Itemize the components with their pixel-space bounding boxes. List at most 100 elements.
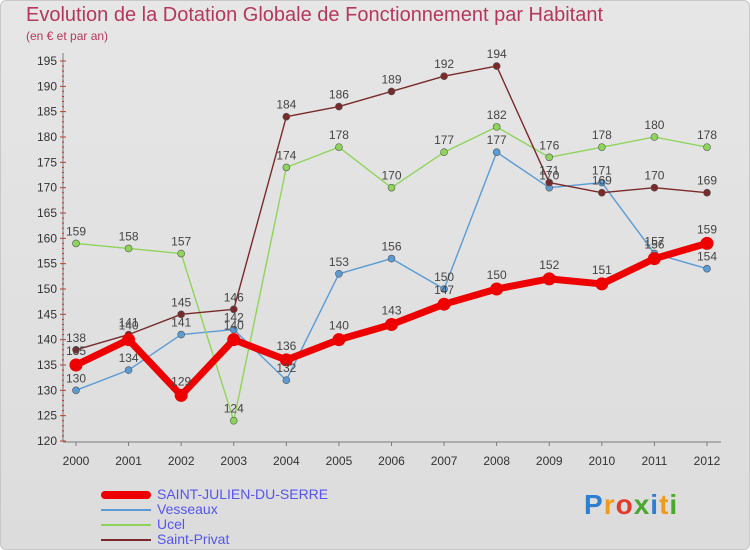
legend-swatch: [101, 508, 151, 511]
data-point: [227, 333, 241, 347]
chart-axes: 120 125 130 135 140 145 150 155 160 165 170 175 180 1…: [37, 53, 721, 468]
data-point: [282, 112, 291, 121]
data-point: [177, 330, 185, 339]
data-label: 171: [539, 164, 559, 178]
data-label: 174: [276, 148, 296, 162]
legend-label: Saint-Privat: [157, 531, 230, 547]
y-tick-label: 120: [37, 434, 57, 448]
x-tick-label: 2009: [536, 454, 563, 468]
data-label: 171: [592, 164, 612, 178]
logo-letter: P: [584, 489, 604, 520]
y-tick-label: 135: [37, 358, 57, 372]
legend-label: SAINT-JULIEN-DU-SERRE: [157, 486, 329, 502]
data-point: [440, 285, 448, 293]
y-tick-label: 185: [37, 105, 57, 119]
data-point: [650, 133, 659, 141]
data-label: 130: [66, 371, 86, 385]
y-tick-label: 195: [37, 54, 57, 68]
data-point: [387, 254, 396, 263]
data-point: [72, 239, 80, 248]
data-point: [282, 376, 291, 385]
data-point: [229, 416, 238, 425]
y-tick-label: 180: [37, 130, 57, 144]
data-point: [174, 388, 188, 402]
data-label: 170: [644, 169, 664, 183]
data-label: 177: [434, 133, 454, 147]
data-point: [598, 143, 606, 151]
data-point: [440, 148, 448, 156]
data-point: [492, 123, 501, 131]
data-label: 124: [224, 402, 244, 416]
series-3: [72, 62, 711, 354]
x-tick-label: 2000: [63, 454, 90, 468]
data-label: 170: [381, 169, 401, 183]
data-label: 146: [224, 290, 244, 304]
logo-letter: i: [669, 489, 679, 520]
data-label: 177: [487, 133, 507, 147]
data-point: [332, 333, 346, 347]
data-label: 178: [697, 128, 717, 142]
data-point: [700, 236, 714, 250]
legend-swatch: [101, 538, 151, 541]
series-0: [69, 236, 714, 402]
data-label: 140: [329, 319, 349, 333]
data-point: [122, 333, 136, 347]
data-point: [703, 188, 711, 197]
legend-item: SAINT-JULIEN-DU-SERRE: [101, 487, 328, 502]
data-point: [492, 62, 501, 70]
logo-letter: i: [650, 489, 660, 520]
y-tick-label: 140: [37, 333, 57, 347]
data-label: 141: [119, 316, 139, 330]
y-tick-label: 165: [37, 206, 57, 220]
data-point: [598, 188, 606, 197]
data-label: 140: [119, 319, 139, 333]
legend-item: Vesseaux: [101, 502, 328, 517]
data-point: [279, 353, 293, 367]
data-label: 135: [66, 344, 86, 358]
x-tick-label: 2012: [694, 454, 721, 468]
data-label: 152: [539, 258, 559, 272]
x-tick-label: 2005: [326, 454, 353, 468]
data-label: 178: [592, 128, 612, 142]
data-label: 192: [434, 57, 454, 71]
series-lines: [69, 62, 714, 425]
data-point: [650, 183, 659, 192]
data-point: [542, 272, 556, 286]
data-label: 156: [644, 238, 664, 252]
data-label: 176: [539, 138, 559, 152]
data-point: [229, 305, 238, 314]
data-label: 182: [487, 108, 507, 122]
data-point: [72, 345, 80, 354]
y-tick-label: 130: [37, 383, 57, 397]
data-label: 140: [224, 319, 244, 333]
data-point: [545, 178, 554, 187]
data-point: [387, 87, 396, 96]
data-label: 189: [381, 72, 401, 86]
data-label: 170: [539, 169, 559, 183]
legend-label: Vesseaux: [157, 501, 218, 517]
data-label: 138: [66, 331, 86, 345]
y-tick-label: 155: [37, 257, 57, 271]
data-point: [282, 163, 291, 172]
data-point: [69, 358, 83, 372]
data-label: 143: [381, 303, 401, 317]
chart-subtitle: (en € et par an): [26, 29, 109, 43]
legend-swatch: [101, 523, 151, 526]
data-label: 153: [329, 255, 349, 269]
data-point: [545, 153, 554, 162]
data-label: 157: [171, 235, 191, 249]
y-tick-label: 190: [37, 79, 57, 93]
data-label: 158: [119, 229, 139, 243]
y-tick-label: 145: [37, 307, 57, 321]
legend: SAINT-JULIEN-DU-SERRE Vesseaux Ucel Saint-P…: [101, 487, 328, 547]
data-point: [335, 143, 343, 151]
data-point: [385, 317, 398, 331]
y-tick-label: 150: [37, 282, 57, 296]
data-label: 150: [434, 270, 454, 284]
legend-label: Ucel: [157, 516, 186, 532]
data-label: 178: [329, 128, 349, 142]
data-label: 151: [592, 263, 612, 277]
data-point: [490, 282, 504, 296]
